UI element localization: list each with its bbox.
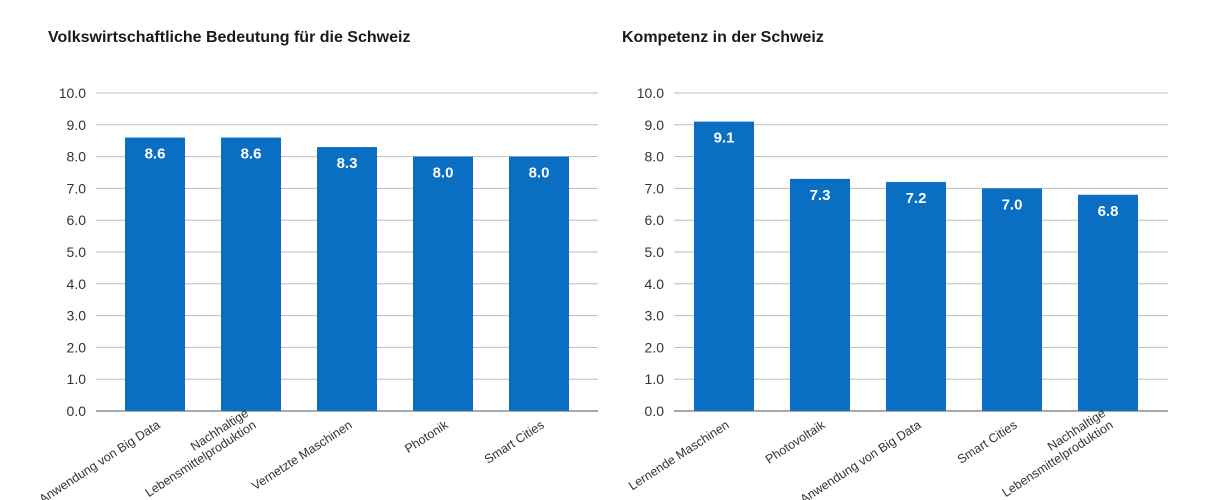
y-tick-label: 9.0 bbox=[67, 117, 87, 133]
data-label: 6.8 bbox=[1098, 203, 1119, 220]
bar bbox=[694, 121, 754, 412]
chart-title: Volkswirtschaftliche Bedeutung für die S… bbox=[48, 29, 411, 46]
bar-chart-competence: 0.0 1.0 2.0 3.0 4.0 5.0 6.0 7.0 8.0 9.0 10.0 9.1 Ler… bbox=[626, 85, 1168, 500]
bar bbox=[790, 178, 850, 411]
bar bbox=[509, 156, 569, 411]
y-tick-label: 5.0 bbox=[645, 244, 665, 260]
data-label: 8.3 bbox=[337, 155, 358, 172]
data-label: 8.6 bbox=[241, 146, 262, 163]
data-label: 7.2 bbox=[906, 190, 927, 207]
y-tick-label: 7.0 bbox=[645, 180, 665, 196]
x-category-label: Photovoltaik bbox=[763, 417, 828, 466]
data-label: 8.6 bbox=[145, 146, 166, 163]
y-tick-label: 10.0 bbox=[59, 85, 86, 101]
y-tick-label: 3.0 bbox=[645, 308, 665, 324]
x-category-label-line: Smart Cities bbox=[955, 418, 1020, 467]
bar bbox=[413, 156, 473, 411]
y-tick-label: 2.0 bbox=[67, 339, 87, 355]
chart-panel-competence: Kompetenz in der Schweiz 0.0 1.0 2.0 3.0 4.0… bbox=[604, 0, 1208, 500]
y-tick-label: 7.0 bbox=[67, 180, 87, 196]
y-tick-label: 9.0 bbox=[645, 117, 665, 133]
y-tick-label: 8.0 bbox=[67, 149, 87, 165]
x-category-label: Smart Cities bbox=[955, 418, 1020, 467]
y-tick-label: 6.0 bbox=[67, 212, 87, 228]
x-category-label-line: Lernende Maschinen bbox=[626, 418, 732, 493]
data-label: 8.0 bbox=[529, 165, 550, 182]
y-tick-label: 6.0 bbox=[645, 212, 665, 228]
x-category-label: Smart Cities bbox=[482, 418, 547, 467]
y-tick-label: 5.0 bbox=[67, 244, 87, 260]
bar bbox=[125, 137, 185, 411]
bar bbox=[317, 147, 377, 411]
x-category-label-line: Smart Cities bbox=[482, 418, 547, 467]
data-label: 9.1 bbox=[714, 130, 735, 147]
y-tick-label: 3.0 bbox=[67, 308, 87, 324]
y-tick-label: 4.0 bbox=[67, 276, 87, 292]
x-category-label-line: Photovoltaik bbox=[763, 417, 828, 466]
bar bbox=[886, 182, 946, 411]
bar bbox=[982, 188, 1042, 411]
data-label: 7.3 bbox=[810, 187, 831, 204]
y-tick-label: 0.0 bbox=[645, 403, 665, 419]
chart-title: Kompetenz in der Schweiz bbox=[622, 29, 824, 46]
x-category-label-line: Vernetzte Maschinen bbox=[249, 418, 355, 493]
y-tick-label: 1.0 bbox=[67, 371, 87, 387]
x-category-label: Vernetzte Maschinen bbox=[249, 418, 355, 493]
bar bbox=[1078, 194, 1138, 411]
x-category-label: Photonik bbox=[402, 417, 451, 456]
y-tick-label: 4.0 bbox=[645, 276, 665, 292]
bar bbox=[221, 137, 281, 411]
data-label: 8.0 bbox=[433, 165, 454, 182]
chart-panel-economic-importance: Volkswirtschaftliche Bedeutung für die S… bbox=[37, 29, 598, 500]
data-label: 7.0 bbox=[1002, 196, 1023, 213]
y-tick-label: 2.0 bbox=[645, 339, 665, 355]
y-tick-label: 8.0 bbox=[645, 149, 665, 165]
x-category-label: Lernende Maschinen bbox=[626, 418, 732, 493]
x-category-label-line: Photonik bbox=[402, 417, 451, 456]
y-tick-label: 0.0 bbox=[67, 403, 87, 419]
y-tick-label: 1.0 bbox=[645, 371, 665, 387]
bar-chart-economic-importance: 0.01.02.03.04.05.06.07.08.09.010.08.6Anw… bbox=[37, 85, 598, 500]
y-tick-label: 10.0 bbox=[637, 85, 664, 101]
